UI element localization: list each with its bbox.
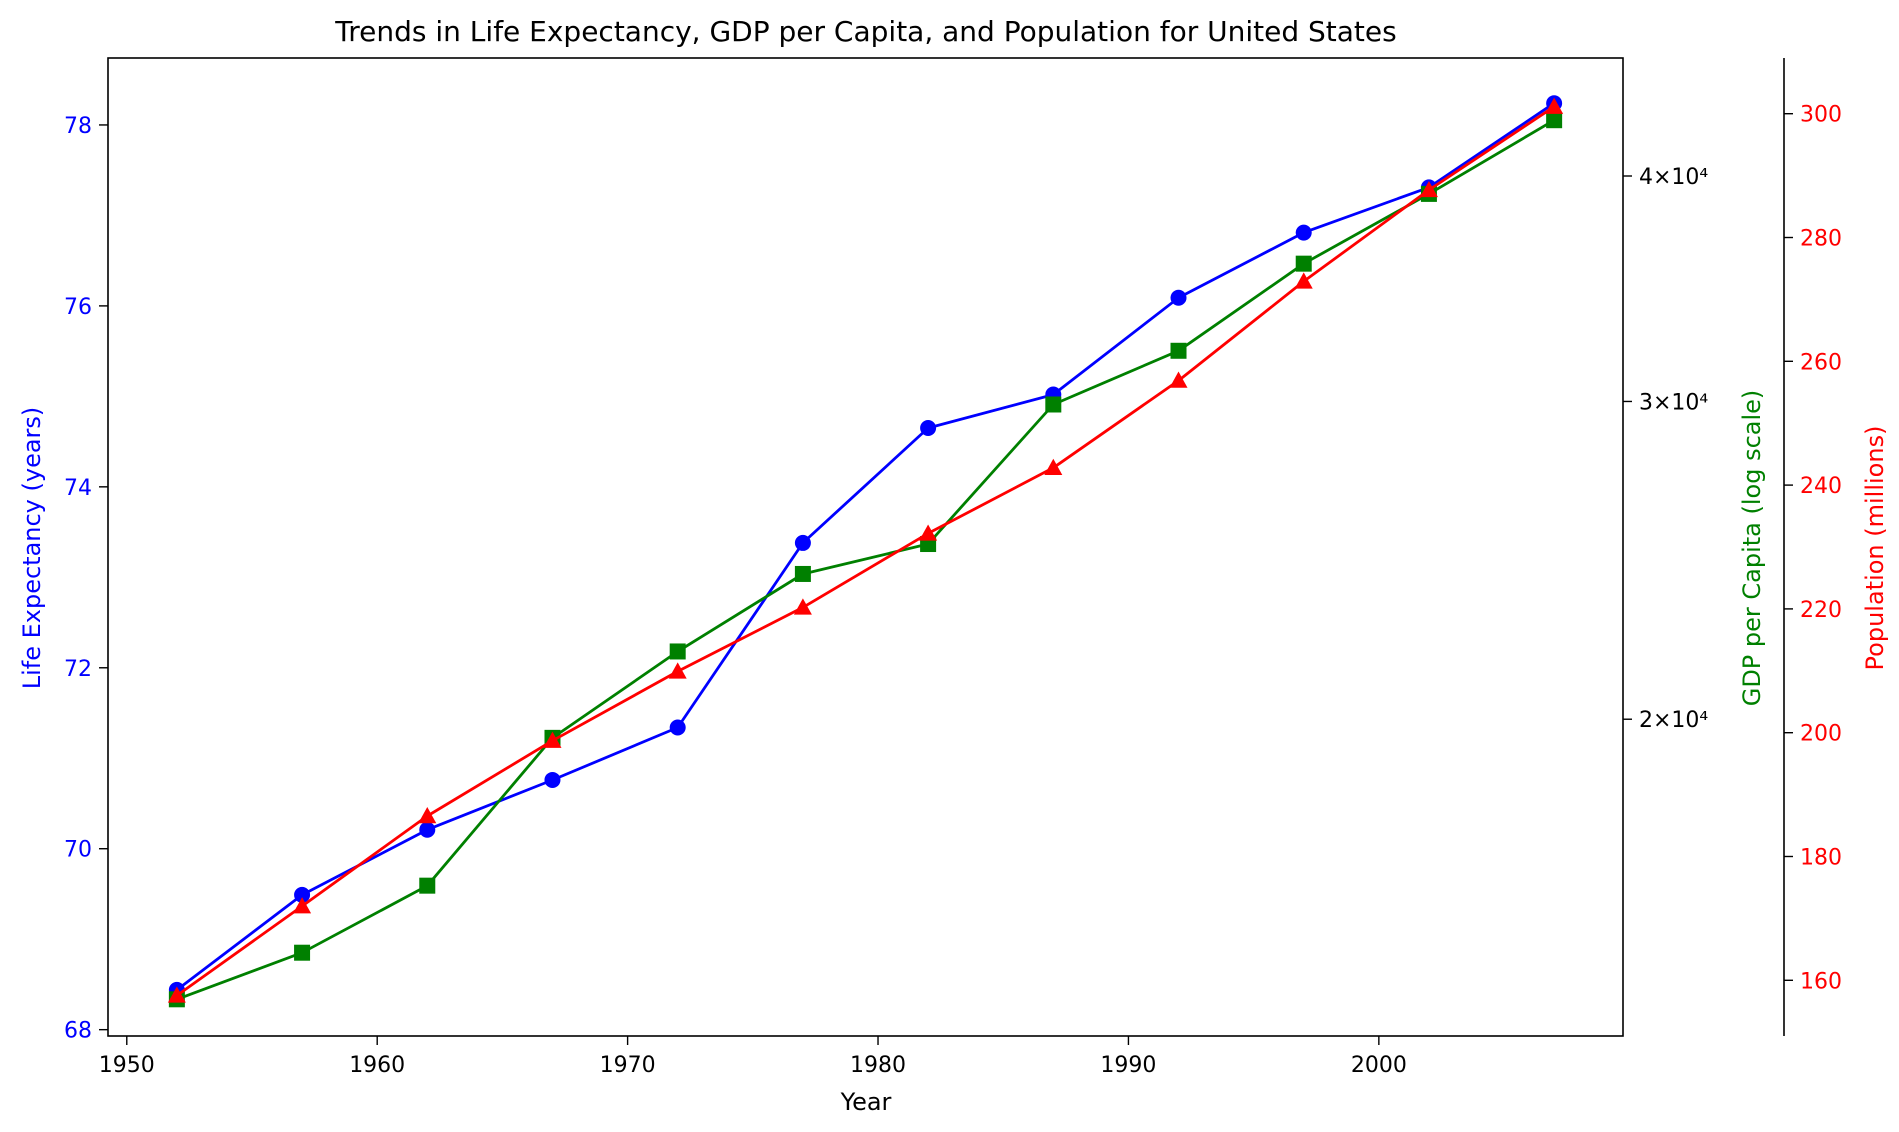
left-axis-label: Life Expectancy (years) (18, 407, 46, 690)
right-tick-label: 2×10⁴ (1639, 708, 1708, 733)
right-outer-tick-label: 160 (1800, 969, 1842, 994)
data-point-triangle (543, 731, 562, 748)
right-outer-tick-label: 220 (1800, 598, 1842, 623)
data-point-triangle (167, 986, 186, 1003)
series-line-triangle (176, 105, 1555, 997)
left-tick-label: 76 (64, 295, 92, 320)
left-tick-label: 72 (64, 657, 92, 682)
plot-frame (107, 57, 1624, 1037)
data-point-square (294, 944, 311, 961)
data-point-circle (1295, 224, 1312, 241)
data-point-circle (920, 420, 937, 437)
axes-layer: 1950 1960 1970 1980 1990 2000 68 70 72 74 76 78 2×10… (64, 57, 1842, 1078)
right-outer-tick-label: 280 (1800, 227, 1842, 252)
outer-axis-label: Population (millions) (1861, 426, 1889, 671)
data-point-triangle (1169, 371, 1188, 388)
x-tick-label: 1970 (600, 1053, 656, 1078)
right-tick-label: 3×10⁴ (1639, 390, 1708, 415)
right-tick-label: 4×10⁴ (1639, 165, 1708, 190)
data-point-triangle (1419, 180, 1438, 198)
left-tick-label: 74 (64, 476, 92, 501)
data-point-triangle (1545, 97, 1564, 114)
right-outer-tick-label: 260 (1800, 350, 1842, 375)
data-point-square (1546, 112, 1563, 129)
data-point-circle (794, 534, 811, 551)
data-point-triangle (418, 807, 437, 824)
data-point-circle (544, 771, 561, 788)
x-tick-label: 1980 (850, 1053, 906, 1078)
x-axis-label: Year (840, 1088, 892, 1116)
right-outer-tick-label: 200 (1800, 722, 1842, 747)
left-tick-label: 78 (64, 114, 92, 139)
data-point-triangle (793, 598, 812, 615)
series-line-circle (176, 102, 1555, 992)
data-point-triangle (668, 662, 687, 679)
left-tick-label: 70 (64, 838, 92, 863)
x-tick-label: 1950 (99, 1053, 155, 1078)
data-point-triangle (1294, 272, 1313, 289)
data-point-circle (294, 886, 311, 903)
data-point-square (1170, 342, 1187, 359)
data-point-circle (669, 719, 686, 736)
right-axis-label: GDP per Capita (log scale) (1738, 390, 1766, 707)
x-tick-label: 2000 (1351, 1053, 1407, 1078)
data-point-square (794, 565, 811, 582)
x-tick-label: 1960 (349, 1053, 405, 1078)
data-point-triangle (919, 524, 938, 541)
right-outer-tick-label: 240 (1800, 474, 1842, 499)
series-line-square (176, 118, 1555, 1001)
data-point-square (669, 643, 686, 660)
x-tick-label: 1990 (1100, 1053, 1156, 1078)
data-point-triangle (1044, 458, 1063, 475)
right-outer-tick-label: 300 (1800, 103, 1842, 128)
data-point-circle (1170, 289, 1187, 306)
right-outer-tick-label: 180 (1800, 845, 1842, 870)
data-point-square (1045, 396, 1062, 413)
left-tick-label: 68 (64, 1019, 92, 1044)
series-layer (167, 95, 1564, 1008)
data-point-square (1295, 255, 1312, 272)
data-point-circle (419, 821, 436, 838)
chart-title: Trends in Life Expectancy, GDP per Capit… (334, 15, 1396, 48)
data-point-square (419, 877, 436, 894)
data-point-triangle (293, 897, 312, 914)
